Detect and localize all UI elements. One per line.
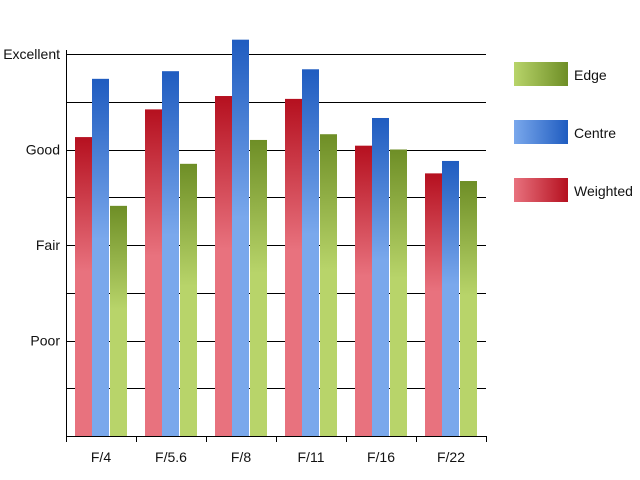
x-tick-label: F/4 <box>91 449 111 465</box>
bar-weighted-F/11 <box>285 98 302 436</box>
bar-centre-F/5.6 <box>162 71 179 436</box>
bar-edge-F/16 <box>390 149 407 436</box>
y-tick-label: Fair <box>36 237 60 253</box>
y-tick-label: Good <box>26 142 60 158</box>
bar-centre-F/16 <box>372 117 389 437</box>
x-tick-labels: F/4 F/5.6 F/8 F/11 F/16 F/22 <box>91 449 465 465</box>
bar-weighted-F/22 <box>425 173 442 436</box>
y-tick-label: Excellent <box>3 46 60 62</box>
x-tick-label: F/11 <box>298 449 325 465</box>
bar-centre-F/22 <box>442 160 459 436</box>
legend: Edge Centre Weighted <box>514 62 633 202</box>
legend-label-weighted: Weighted <box>574 183 633 199</box>
bar-centre-F/4 <box>92 78 109 436</box>
y-tick-label: Poor <box>30 333 60 349</box>
gridlines <box>66 54 486 389</box>
x-tick-label: F/16 <box>367 449 395 465</box>
bar-edge-F/11 <box>320 134 337 436</box>
axes <box>66 50 487 442</box>
bar-centre-F/8 <box>232 39 249 437</box>
bar-weighted-F/8 <box>215 96 232 437</box>
bar-edge-F/22 <box>460 181 477 436</box>
legend-label-edge: Edge <box>574 67 607 83</box>
bar-edge-F/4 <box>110 205 127 436</box>
legend-label-centre: Centre <box>574 125 616 141</box>
bar-centre-F/11 <box>302 69 319 436</box>
bar-weighted-F/4 <box>75 137 92 436</box>
legend-swatch-edge <box>514 62 568 86</box>
x-tick-label: F/8 <box>231 449 251 465</box>
legend-swatch-weighted <box>514 178 568 202</box>
x-tick-label: F/22 <box>437 449 465 465</box>
bar-edge-F/8 <box>250 139 267 436</box>
bar-edge-F/5.6 <box>180 163 197 436</box>
bar-weighted-F/16 <box>355 145 372 436</box>
y-tick-labels: Poor Fair Good Excellent <box>3 46 60 349</box>
legend-swatch-centre <box>514 120 568 144</box>
x-tick-label: F/5.6 <box>155 449 187 465</box>
bar-weighted-F/5.6 <box>145 109 162 436</box>
bars <box>75 39 477 437</box>
